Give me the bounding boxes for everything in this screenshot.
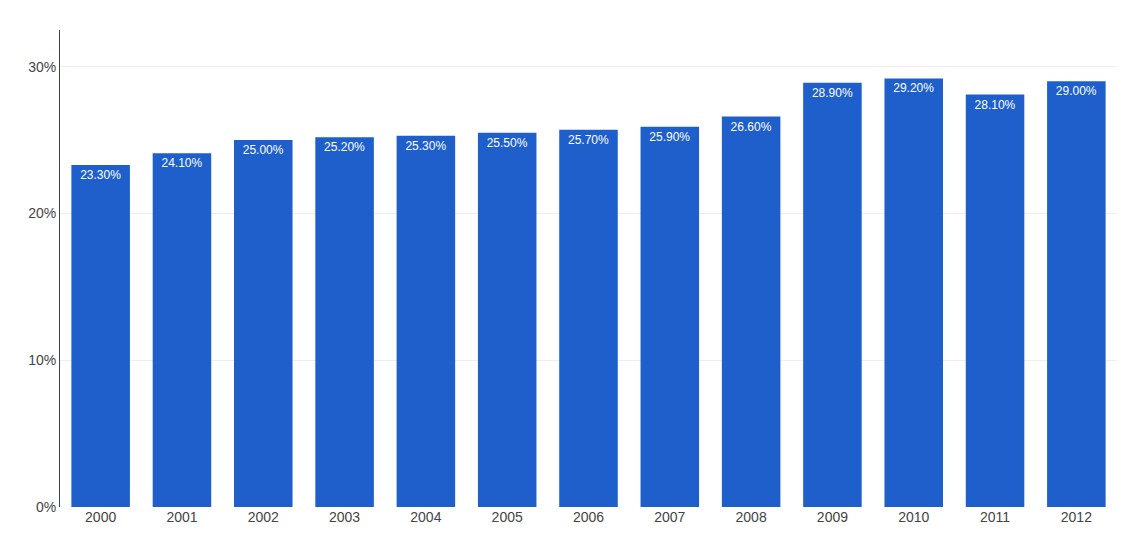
svg-text:2010: 2010 (898, 509, 929, 525)
svg-text:25.00%: 25.00% (243, 143, 284, 157)
svg-text:2012: 2012 (1061, 509, 1092, 525)
svg-text:2007: 2007 (654, 509, 685, 525)
svg-text:25.90%: 25.90% (649, 130, 690, 144)
svg-text:20%: 20% (28, 205, 56, 221)
svg-text:2001: 2001 (166, 509, 197, 525)
svg-text:26.60%: 26.60% (731, 120, 772, 134)
svg-text:24.10%: 24.10% (161, 156, 202, 170)
svg-text:2009: 2009 (817, 509, 848, 525)
svg-text:0%: 0% (36, 499, 56, 515)
svg-text:30%: 30% (28, 59, 56, 75)
svg-text:25.50%: 25.50% (487, 136, 528, 150)
svg-text:28.10%: 28.10% (975, 98, 1016, 112)
svg-text:10%: 10% (28, 352, 56, 368)
svg-text:23.30%: 23.30% (80, 168, 121, 182)
svg-text:2011: 2011 (980, 509, 1010, 525)
svg-text:29.20%: 29.20% (893, 81, 934, 95)
svg-text:2005: 2005 (492, 509, 523, 525)
svg-text:25.30%: 25.30% (405, 139, 446, 153)
svg-text:2002: 2002 (248, 509, 279, 525)
svg-text:2008: 2008 (736, 509, 767, 525)
svg-text:28.90%: 28.90% (812, 86, 853, 100)
svg-text:25.20%: 25.20% (324, 140, 365, 154)
svg-text:2004: 2004 (410, 509, 441, 525)
svg-text:2000: 2000 (85, 509, 116, 525)
svg-text:2006: 2006 (573, 509, 604, 525)
svg-text:29.00%: 29.00% (1056, 84, 1097, 98)
svg-text:25.70%: 25.70% (568, 133, 609, 147)
svg-text:2003: 2003 (329, 509, 360, 525)
